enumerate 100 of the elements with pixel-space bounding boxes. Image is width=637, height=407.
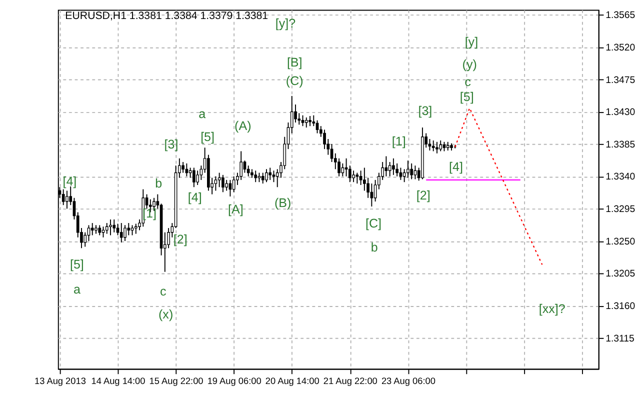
candlestick (356, 172, 359, 184)
annotation: (y) (462, 58, 477, 72)
annotation: [5] (460, 90, 474, 104)
y-tick-label: 1.3475 (606, 74, 636, 86)
y-tick-label: 1.3340 (606, 172, 636, 183)
x-tick-label: 15 Aug 22:00 (149, 376, 204, 386)
candlestick (246, 165, 250, 177)
candlestick (84, 232, 87, 248)
candlestick (341, 162, 344, 177)
candlestick (62, 188, 65, 206)
annotation: a (198, 106, 206, 121)
annotation: (x) (158, 308, 174, 322)
candlestick (182, 162, 184, 174)
candlestick (98, 224, 102, 236)
candlestick (352, 170, 355, 183)
candlestick (116, 223, 120, 236)
candlestick (268, 167, 272, 180)
candlestick (225, 179, 228, 192)
y-tick-label: 1.3115 (606, 333, 634, 344)
candlestick (112, 218, 116, 233)
x-tick-label: 20 Aug 14:00 (265, 376, 320, 386)
candlestick (436, 141, 438, 154)
candlestick (130, 224, 134, 236)
y-tick-label: 1.3430 (606, 107, 636, 118)
annotation: [5] (200, 130, 215, 144)
chart-title: EURUSD,H1 1.3381 1.3384 1.3379 1.3381 (65, 10, 268, 22)
candlestick (127, 222, 130, 236)
candlestick (192, 167, 196, 188)
annotation: [4] (188, 190, 202, 205)
candlestick (439, 140, 442, 152)
y-tick-label: 1.3205 (606, 268, 636, 280)
annotation: b (370, 240, 378, 255)
candlestick (222, 174, 224, 193)
candlestick (272, 170, 276, 183)
annotation: [2] (173, 232, 188, 246)
x-tick-label: 13 Aug 2013 (34, 376, 86, 386)
annotation: [C] (365, 216, 382, 231)
annotation: (C) (286, 74, 304, 88)
candlestick (265, 168, 268, 183)
candlestick (109, 218, 112, 236)
y-tick-label: 1.3295 (606, 204, 636, 216)
candlestick (258, 172, 261, 183)
candlestick (228, 179, 232, 197)
annotation: [4] (62, 174, 77, 189)
annotation: [y]? (275, 16, 296, 31)
x-tick-label: 21 Aug 22:00 (323, 376, 378, 386)
candlestick (396, 162, 398, 177)
candlestick (338, 158, 340, 177)
annotation: a (73, 282, 80, 297)
annotation: b (155, 176, 162, 191)
x-tick-label: 23 Aug 06:00 (381, 376, 436, 386)
candlestick (388, 162, 392, 177)
candlestick (384, 156, 388, 177)
x-tick-label: 19 Aug 06:00 (207, 376, 262, 386)
x-tick-label: 14 Aug 14:00 (91, 376, 146, 386)
candlestick (432, 140, 435, 152)
annotation: [xx]? (538, 302, 566, 316)
annotation: c (160, 284, 166, 298)
y-tick-label: 1.3250 (606, 236, 636, 248)
candlestick (214, 176, 218, 192)
candlestick (90, 222, 94, 236)
annotation: [A] (228, 202, 244, 217)
annotation: [2] (416, 188, 430, 203)
candlestick (124, 224, 126, 242)
candlestick (243, 160, 246, 174)
annotation: [y] (464, 35, 478, 50)
candlestick (301, 114, 304, 127)
candlestick (120, 222, 123, 243)
y-tick-label: 1.3160 (606, 300, 636, 312)
candlestick (344, 158, 348, 177)
annotation: [5] (70, 257, 84, 272)
candlestick (218, 172, 221, 188)
annotation: [B] (286, 56, 302, 70)
annotation: (A) (234, 118, 252, 133)
candlestick (428, 138, 432, 151)
candlestick (410, 162, 414, 180)
candlestick (359, 170, 362, 186)
candlestick (308, 116, 312, 127)
candlestick (261, 172, 264, 184)
candlestick (87, 224, 90, 242)
y-tick-label: 1.3385 (606, 139, 636, 150)
annotation: [3] (418, 104, 432, 118)
candlestick (414, 165, 417, 180)
candlestick (232, 176, 236, 193)
candlestick (392, 158, 395, 176)
candlestick (254, 170, 258, 183)
y-tick-label: 1.3520 (606, 42, 636, 54)
candlestick (304, 116, 308, 128)
annotation: (B) (274, 196, 292, 210)
candlestick (105, 222, 108, 234)
y-tick-label: 1.3565 (606, 10, 636, 22)
annotation: [1] (392, 134, 406, 149)
annotation: c (464, 75, 471, 90)
candlestick (312, 114, 316, 127)
annotation: [3] (164, 137, 178, 152)
candlestick (406, 160, 410, 178)
annotation: [4] (449, 160, 463, 174)
candlestick (442, 141, 446, 152)
candlestick (134, 223, 138, 234)
candlestick (66, 190, 68, 210)
